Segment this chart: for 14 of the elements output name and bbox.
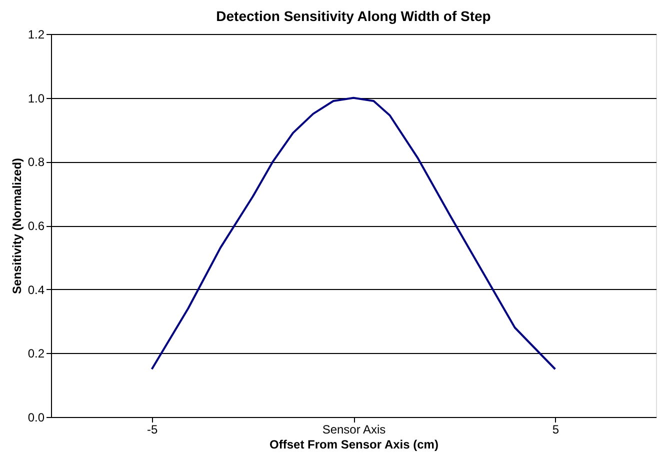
x-tick-label: Sensor Axis bbox=[322, 422, 386, 436]
y-tick-label: 0.0 bbox=[28, 410, 45, 424]
chart-title: Detection Sensitivity Along Width of Step bbox=[216, 8, 491, 24]
y-axis-title: Sensitivity (Normalized) bbox=[10, 158, 24, 294]
y-tick-label: 0.8 bbox=[28, 155, 45, 170]
y-tick-label: 0.2 bbox=[28, 346, 45, 361]
x-tick-label: -5 bbox=[146, 422, 158, 436]
line-series bbox=[150, 96, 556, 370]
y-tick-label: 1.0 bbox=[28, 91, 45, 106]
x-tick-label: 5 bbox=[552, 422, 560, 436]
y-tick-label: 0.4 bbox=[28, 282, 45, 297]
y-tick-label: 1.2 bbox=[28, 28, 45, 42]
x-axis-title: Offset From Sensor Axis (cm) bbox=[270, 438, 438, 452]
y-tick-label: 0.6 bbox=[28, 219, 45, 233]
